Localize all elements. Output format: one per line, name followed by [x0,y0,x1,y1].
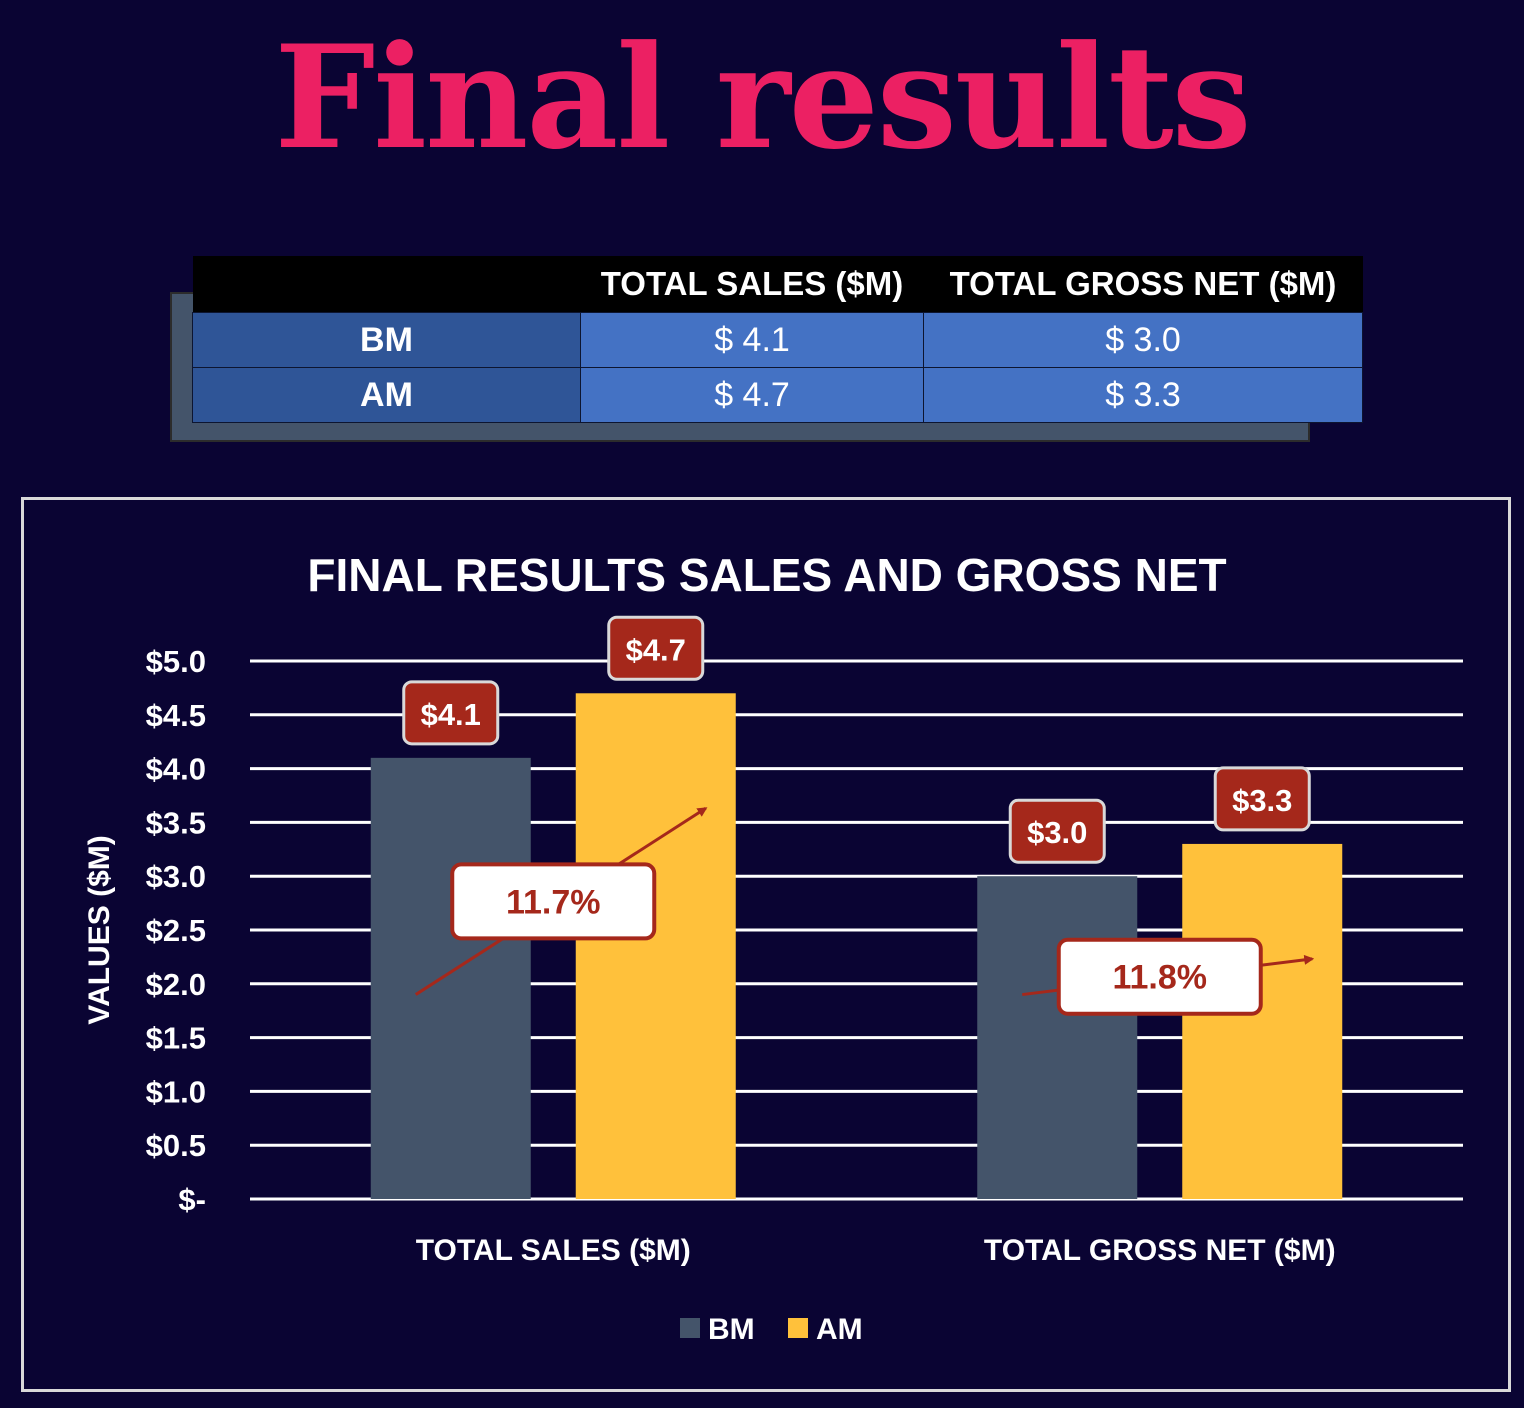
y-axis-label: VALUES ($M) [83,835,116,1024]
data-label: $3.3 [1232,783,1292,818]
cell-am-total-gross-net: $ 3.3 [923,367,1363,423]
table-header-total-gross-net: TOTAL GROSS NET ($M) [923,256,1363,313]
y-tick-label: $5.0 [146,644,206,679]
bar-bm [370,757,531,1199]
bar-am [575,693,736,1199]
y-tick-label: $1.0 [146,1074,206,1109]
data-label-box [1008,798,1106,864]
data-label: $4.1 [421,697,481,732]
data-label-box [402,680,500,746]
row-label-bm: BM [192,312,581,368]
y-tick-label: $1.5 [146,1021,206,1056]
y-tick-label: $4.5 [146,698,206,733]
summary-table: TOTAL SALES ($M) TOTAL GROSS NET ($M) BM… [192,256,1363,423]
data-label: $3.0 [1027,815,1087,850]
y-tick-label: $- [178,1182,206,1217]
legend-label-am: AM [816,1313,863,1346]
table-row: AM $ 4.7 $ 3.3 [192,367,1363,423]
y-tick-label: $3.0 [146,859,206,894]
cell-am-total-sales: $ 4.7 [580,367,924,423]
y-tick-label: $2.0 [146,967,206,1002]
data-label: $4.7 [626,632,686,667]
data-label-box [1213,766,1311,832]
bar-am [1182,843,1343,1199]
table-header-blank [192,256,581,313]
x-tick-label: TOTAL GROSS NET ($M) [984,1234,1336,1267]
row-label-am: AM [192,367,581,423]
table-header-total-sales: TOTAL SALES ($M) [580,256,924,313]
legend-label-bm: BM [708,1313,755,1346]
y-tick-label: $0.5 [146,1128,206,1163]
y-tick-label: $2.5 [146,913,206,948]
legend-swatch-bm [680,1318,700,1338]
chart-title: FINAL RESULTS SALES AND GROSS NET [307,549,1226,601]
x-tick-label: TOTAL SALES ($M) [416,1234,691,1267]
growth-callout-label: 11.7% [506,883,601,921]
table-header-row: TOTAL SALES ($M) TOTAL GROSS NET ($M) [192,256,1363,313]
y-tick-label: $3.5 [146,805,206,840]
growth-callout-box [450,862,657,941]
bar-bm [977,876,1138,1199]
cell-bm-total-sales: $ 4.1 [580,312,924,368]
page-title: Final results [274,15,1251,181]
legend-swatch-am [788,1318,808,1338]
data-label-box [607,615,705,681]
y-tick-label: $4.0 [146,752,206,787]
growth-callout-label: 11.8% [1112,959,1207,997]
growth-callout-box [1056,937,1263,1016]
chart-frame [21,497,1511,1392]
